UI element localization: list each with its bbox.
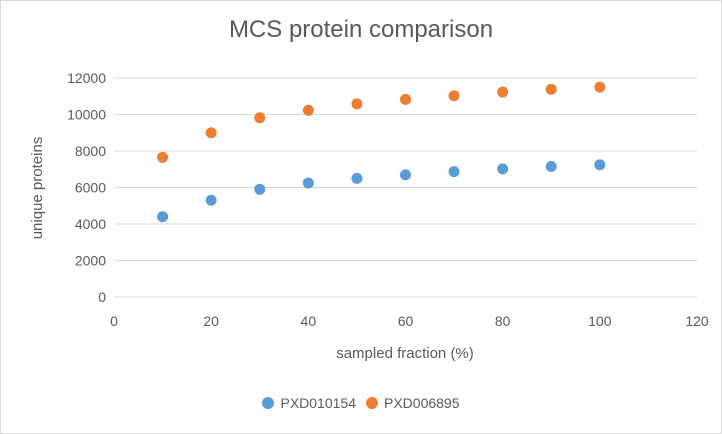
data-point-series-1 [448,166,460,178]
data-point-series-2 [497,86,509,98]
chart-title: MCS protein comparison [228,16,494,43]
legend-label: PXD010154 [280,395,356,411]
data-point-series-1 [497,163,509,175]
data-point-series-2 [157,151,169,163]
y-tick-label: 6000 [75,180,106,196]
data-point-series-2 [594,81,606,93]
data-point-series-2 [400,93,411,105]
data-point-series-1 [205,194,217,206]
data-point-series-1 [157,211,169,223]
y-tick-label: 4000 [75,216,106,232]
data-point-series-1 [545,161,557,173]
data-point-series-1 [302,177,314,189]
data-point-series-1 [400,169,411,181]
x-tick-label: 20 [203,313,219,329]
x-tick-label: 80 [495,313,511,329]
y-tick-label: 10000 [67,107,106,123]
x-tick-label: 0 [110,313,118,329]
data-point-series-1 [351,172,363,184]
y-tick-label: 12000 [67,70,106,86]
legend-marker-icon [262,397,275,409]
data-point-series-2 [545,83,557,95]
legend: PXD010154 PXD006895 [0,395,722,411]
legend-marker-icon [366,397,378,409]
data-point-series-2 [302,104,314,116]
data-point-series-1 [254,183,266,195]
x-tick-label: 60 [398,313,414,329]
x-tick-label: 40 [301,313,317,329]
data-point-series-1 [594,159,606,171]
data-point-series-2 [448,90,460,102]
x-axis-label: sampled fraction (%) [336,345,474,362]
x-tick-label: 100 [588,313,612,329]
y-axis-label: unique proteins [29,137,46,240]
y-tick-label: 2000 [75,253,106,269]
legend-item-1: PXD010154 [262,395,356,411]
data-point-series-2 [205,127,217,139]
data-point-series-2 [351,98,363,110]
y-tick-label: 8000 [75,143,106,159]
x-tick-label: 120 [685,313,709,329]
legend-label: PXD006895 [384,395,460,411]
legend-item-2: PXD006895 [366,395,460,411]
y-tick-label: 0 [98,289,106,305]
data-point-series-2 [254,112,266,124]
